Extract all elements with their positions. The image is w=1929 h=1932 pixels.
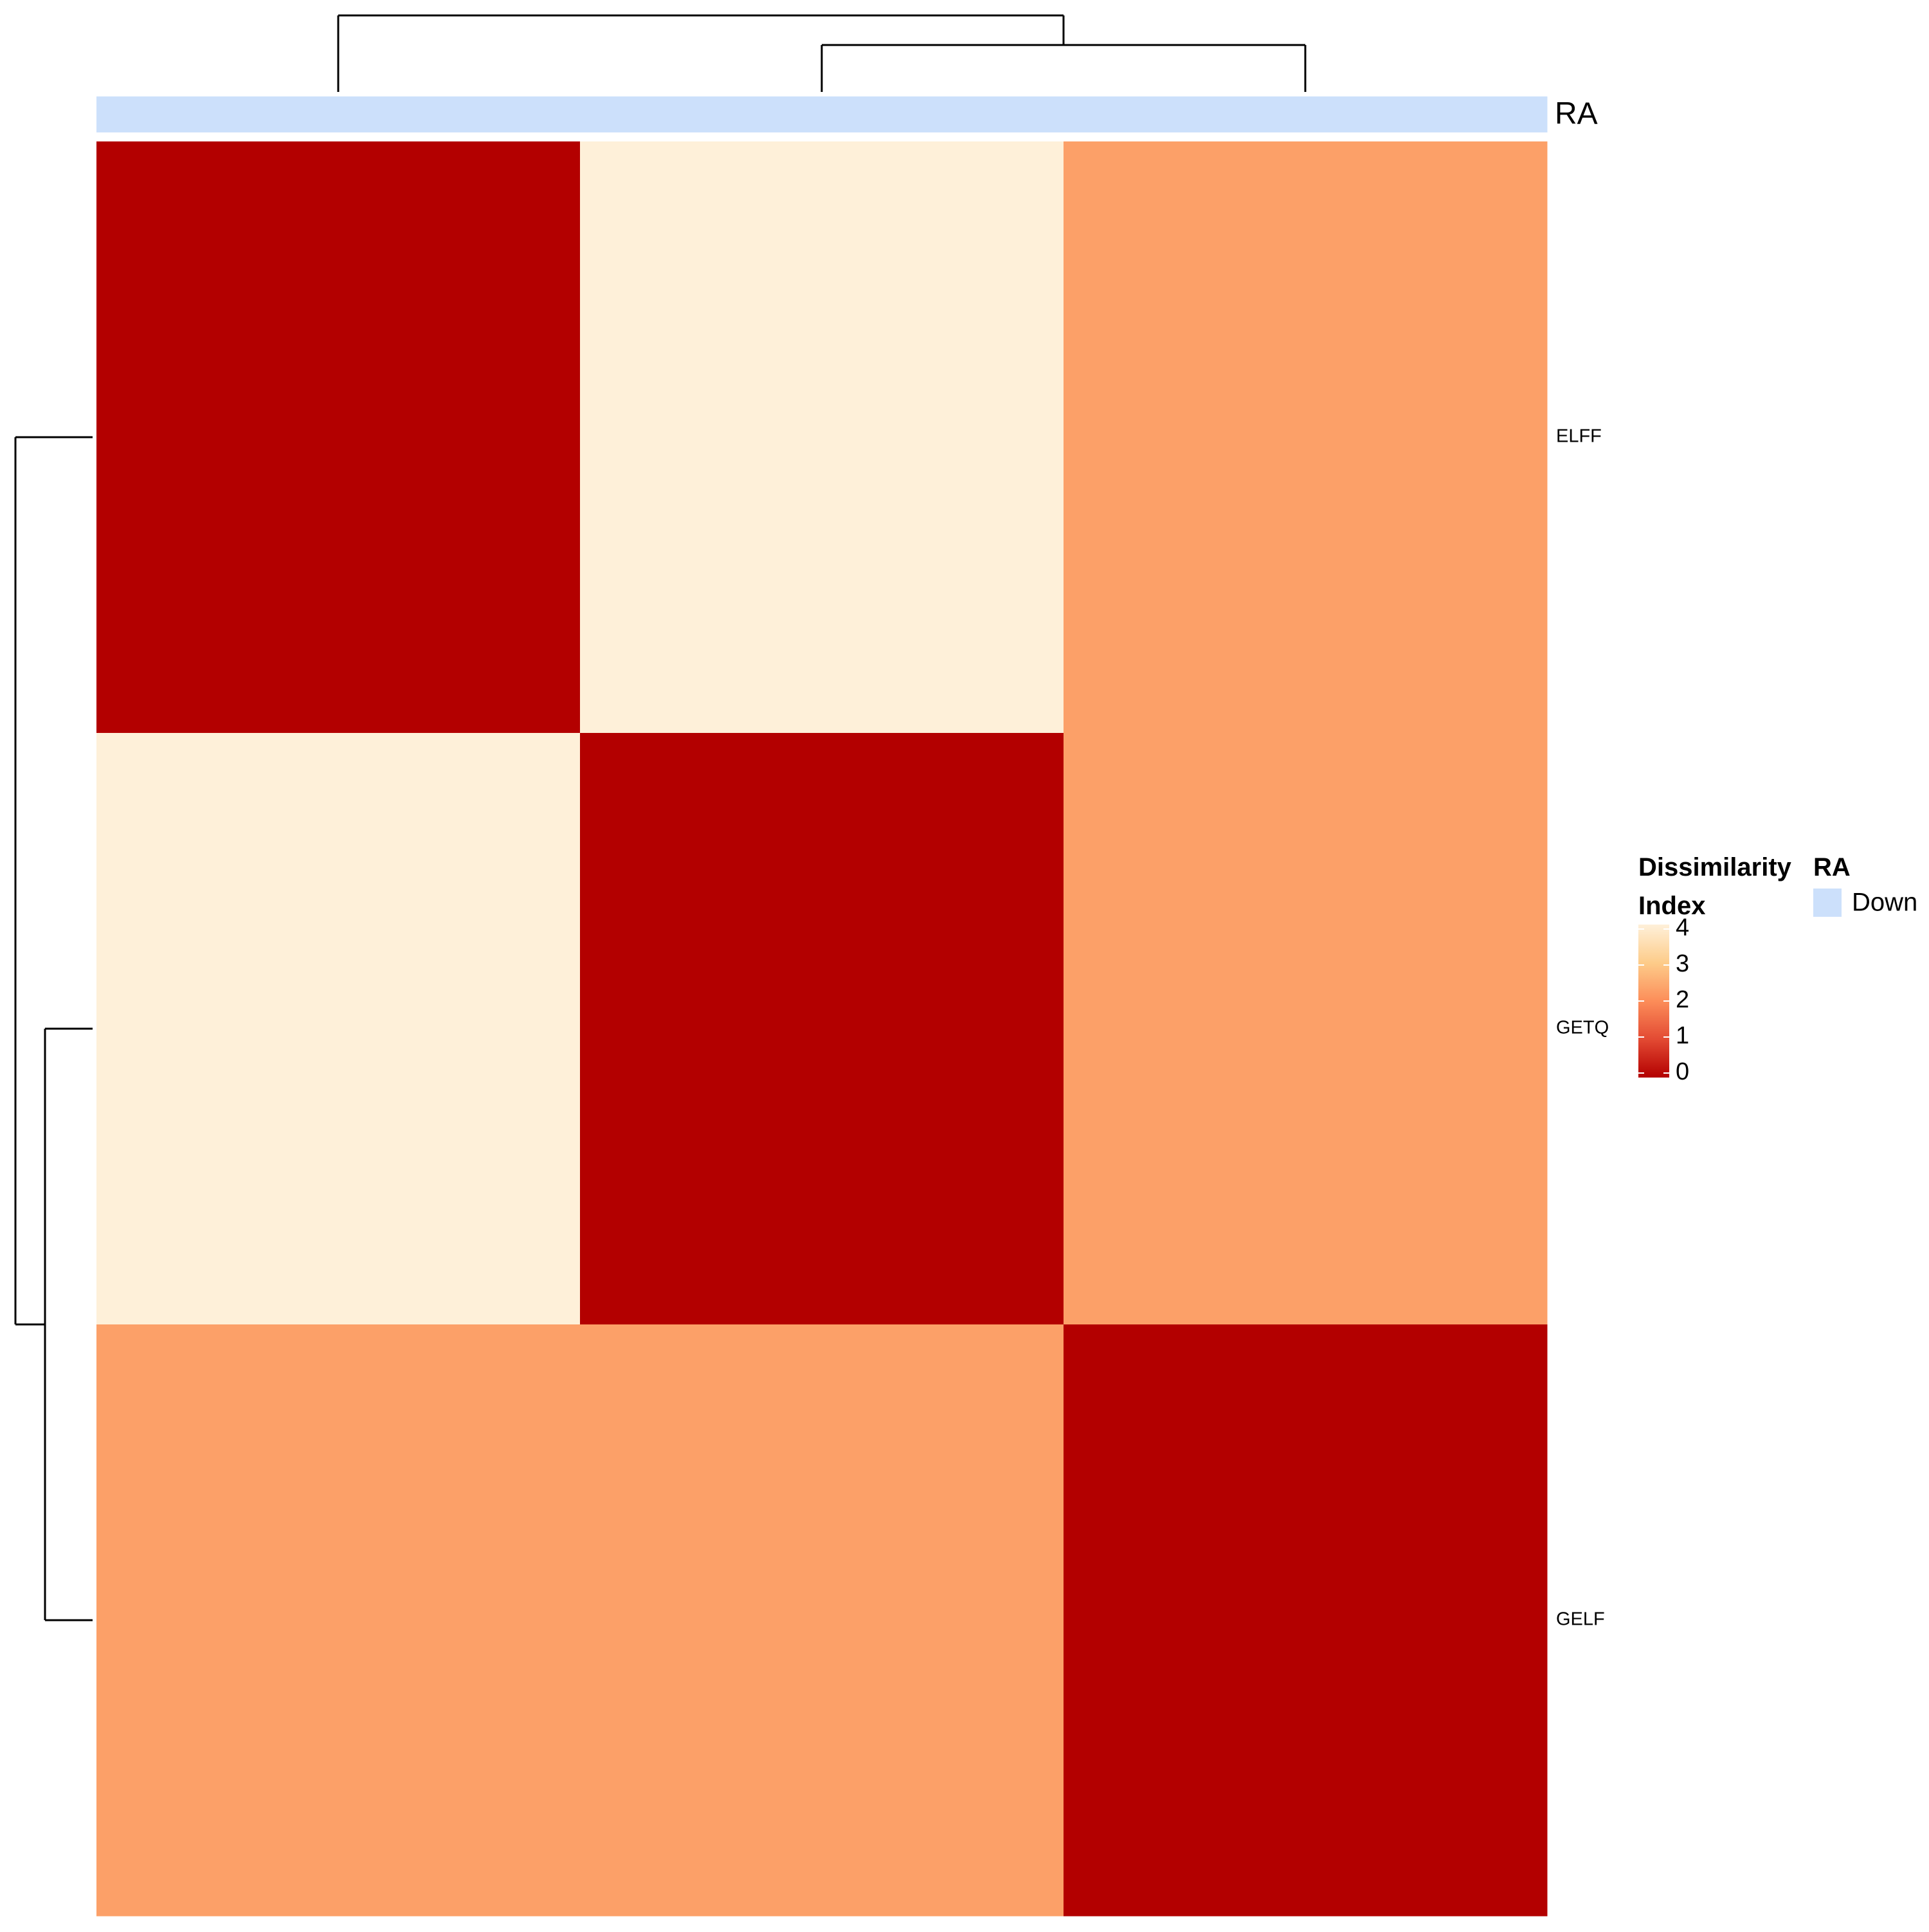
row-label-getq: GETQ	[1556, 1018, 1609, 1038]
column-annotation-bar: RA	[96, 96, 1598, 132]
annotation-legend: RA Down	[1813, 853, 1917, 917]
row-labels: ELFF GETQ GELF	[1556, 426, 1609, 1630]
annotation-legend-title: RA	[1813, 853, 1851, 881]
row-dendrogram	[14, 436, 93, 1621]
column-dendrogram	[337, 14, 1307, 92]
heatmap-cell-elff-elff	[96, 141, 581, 734]
annotation-cell-elff	[96, 96, 581, 132]
heatmap-cell-elff-gelf	[1064, 141, 1548, 734]
heatmap-cell-gelf-gelf	[1064, 1324, 1548, 1917]
annotation-cell-gelf	[1064, 96, 1548, 132]
color-scale-legend: Dissimilarity Index 0 1 2 3 4	[1638, 853, 1792, 1085]
heatmap-cell-gelf-getq	[580, 1324, 1064, 1917]
color-scale-tick-label: 1	[1676, 1022, 1689, 1049]
heatmap-cell-getq-elff	[96, 733, 581, 1325]
color-scale-tick-label: 4	[1676, 914, 1689, 941]
color-legend-title-line2: Index	[1638, 892, 1705, 920]
row-label-elff: ELFF	[1556, 426, 1602, 447]
annotation-legend-label: Down	[1852, 889, 1917, 917]
heatmap-cells	[96, 141, 1548, 1917]
color-legend-title-line1: Dissimilarity	[1638, 853, 1792, 881]
annotation-legend-swatch	[1813, 889, 1842, 917]
color-scale-tick-label: 2	[1676, 986, 1689, 1013]
heatmap-cell-getq-gelf	[1064, 733, 1548, 1325]
heatmap-cell-getq-getq	[580, 733, 1064, 1325]
annotation-cell-getq	[580, 96, 1064, 132]
color-scale-tick-label: 0	[1676, 1058, 1689, 1085]
row-label-gelf: GELF	[1556, 1609, 1605, 1630]
color-scale-tick-label: 3	[1676, 950, 1689, 977]
annotation-name-label: RA	[1555, 97, 1598, 131]
heatmap-cell-elff-getq	[580, 141, 1064, 734]
heatmap-cell-gelf-elff	[96, 1324, 581, 1917]
